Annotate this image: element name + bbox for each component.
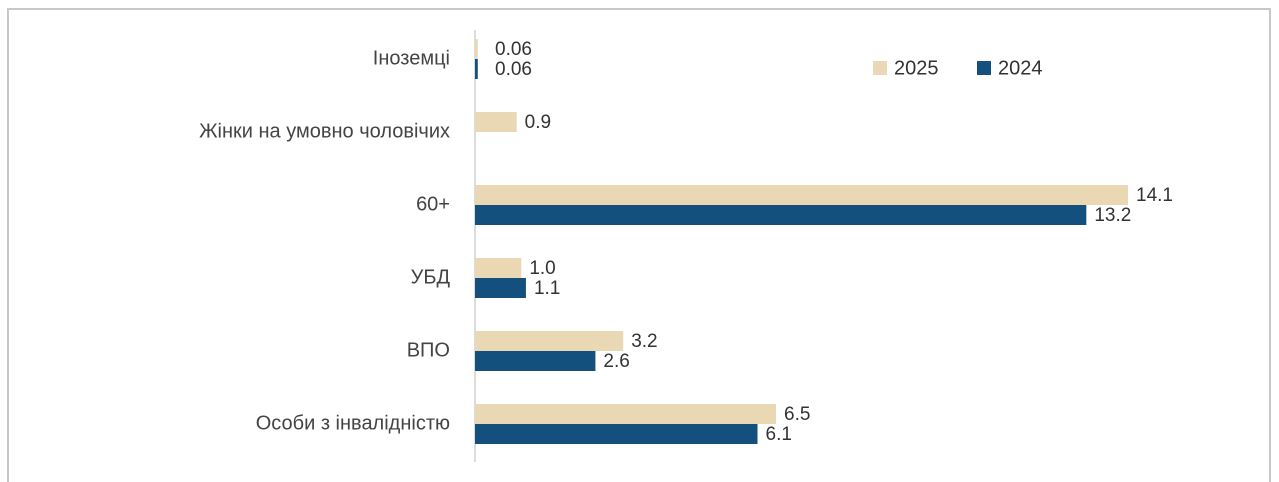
value-label: 0.06	[495, 59, 532, 80]
legend-label: 2024	[998, 57, 1043, 79]
bar	[475, 205, 1087, 225]
category-label: Жінки на умовно чоловічих	[199, 120, 450, 142]
value-label: 1.1	[534, 278, 560, 299]
bar	[475, 39, 478, 59]
bar	[475, 424, 758, 444]
value-label: 6.1	[766, 424, 792, 445]
category-label: УБД	[411, 266, 451, 288]
bar	[475, 59, 478, 79]
category-label: ВПО	[407, 339, 450, 361]
bar	[475, 258, 522, 278]
frame	[7, 8, 1271, 482]
bar	[475, 278, 526, 298]
value-label: 0.06	[495, 39, 532, 60]
value-label: 13.2	[1094, 205, 1131, 226]
bar	[475, 185, 1129, 205]
value-label: 2.6	[603, 351, 629, 372]
value-label: 0.9	[525, 112, 551, 133]
category-label: Особи з інвалідністю	[256, 412, 450, 434]
value-label: 1.0	[529, 258, 555, 279]
value-label: 14.1	[1136, 185, 1173, 206]
value-label: 6.5	[784, 404, 810, 425]
value-label: 3.2	[631, 331, 657, 352]
legend-swatch	[873, 61, 887, 75]
bar	[475, 404, 777, 424]
legend-swatch	[977, 61, 991, 75]
category-label: 60+	[416, 193, 450, 215]
category-label: Іноземці	[373, 47, 450, 69]
bar	[475, 331, 624, 351]
bar	[475, 112, 517, 132]
bar	[475, 351, 596, 371]
legend-label: 2025	[894, 57, 939, 79]
